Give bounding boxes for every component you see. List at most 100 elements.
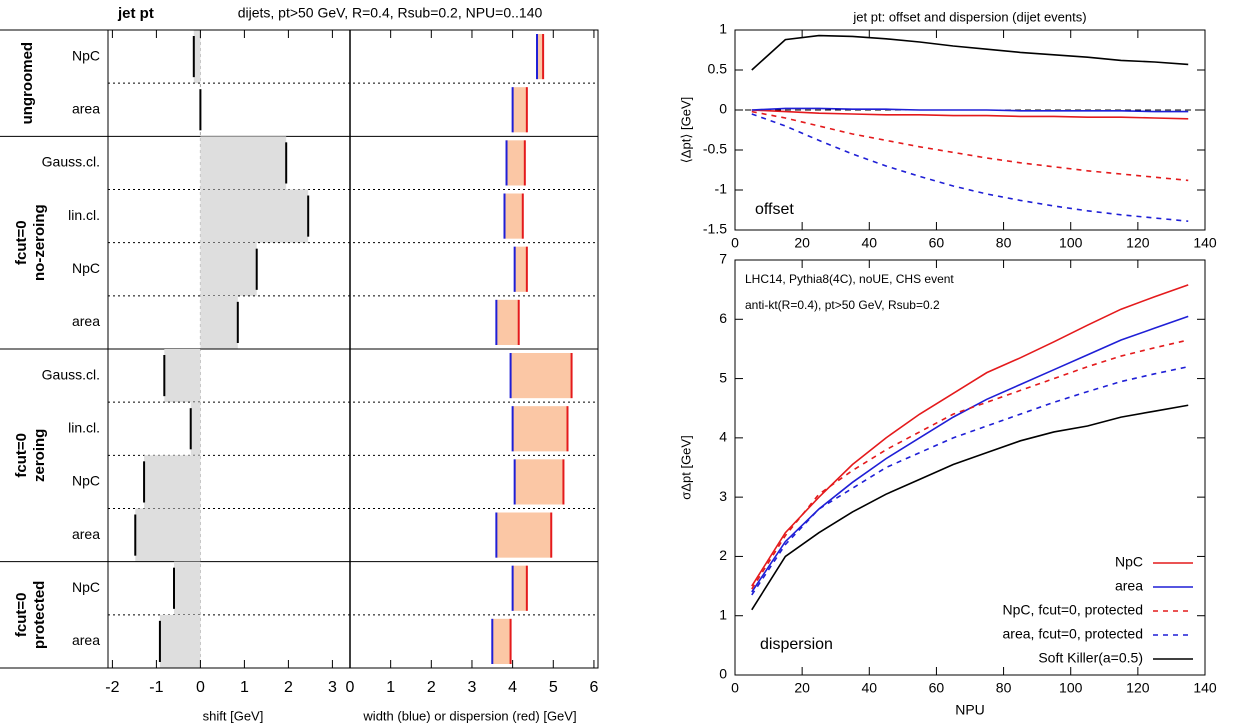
y-tick-label: -0.5 bbox=[703, 141, 727, 157]
x2-tick-label: 5 bbox=[549, 679, 558, 696]
plot-frame bbox=[107, 29, 599, 669]
group-label: protected bbox=[31, 581, 48, 649]
annotation: dispersion bbox=[760, 636, 833, 653]
category-label: area bbox=[72, 526, 100, 542]
y-tick-label: 4 bbox=[719, 429, 727, 445]
width-dispersion-band bbox=[510, 353, 572, 399]
category-label: NpC bbox=[72, 47, 100, 63]
group-label: fcut=0 bbox=[13, 593, 30, 638]
shift-bar bbox=[200, 189, 309, 243]
x2-tick-label: 6 bbox=[589, 679, 598, 696]
note: anti-kt(R=0.4), pt>50 GeV, Rsub=0.2 bbox=[745, 298, 940, 312]
x-tick-label: 3 bbox=[328, 679, 337, 696]
shift-bar bbox=[200, 242, 257, 296]
legend-label: area, fcut=0, protected bbox=[1003, 626, 1143, 642]
series-line bbox=[751, 284, 1189, 587]
width-dispersion-band bbox=[492, 618, 511, 664]
x-tick-label: 60 bbox=[929, 680, 945, 696]
series-line bbox=[751, 107, 1189, 113]
plot-frame bbox=[734, 259, 1206, 676]
annotation: offset bbox=[755, 201, 794, 218]
y-tick-label: 1 bbox=[719, 21, 727, 37]
x-tick-label: 2 bbox=[284, 679, 293, 696]
shift-bar bbox=[174, 561, 201, 615]
x-tick-label: 40 bbox=[861, 235, 877, 251]
shift-bar bbox=[193, 30, 201, 84]
x2-tick-label: 1 bbox=[386, 679, 395, 696]
category-label: area bbox=[72, 313, 100, 329]
x-axis-label: NPU bbox=[955, 702, 985, 718]
category-label: lin.cl. bbox=[68, 419, 100, 435]
x2-tick-label: 2 bbox=[427, 679, 436, 696]
x-tick-label: -1 bbox=[149, 679, 163, 696]
x-tick-label: -2 bbox=[105, 679, 119, 696]
note: LHC14, Pythia8(4C), noUE, CHS event bbox=[745, 272, 954, 286]
width-dispersion-band bbox=[512, 565, 527, 611]
category-label: Gauss.cl. bbox=[42, 366, 100, 382]
width-dispersion-band bbox=[514, 459, 564, 505]
y-tick-label: 0 bbox=[719, 666, 727, 682]
x-axis-label: shift [GeV] bbox=[203, 708, 264, 723]
width-dispersion-band bbox=[537, 34, 544, 80]
shift-bar bbox=[135, 508, 201, 562]
x-tick-label: 120 bbox=[1126, 680, 1150, 696]
width-dispersion-band bbox=[514, 246, 527, 292]
category-label: NpC bbox=[72, 260, 100, 276]
series-line bbox=[751, 315, 1189, 593]
x2-tick-label: 3 bbox=[468, 679, 477, 696]
series-line bbox=[751, 34, 1189, 71]
x2-tick-label: 0 bbox=[346, 679, 355, 696]
chart-title: jet pt: offset and dispersion (dijet eve… bbox=[852, 9, 1086, 24]
width-dispersion-band bbox=[506, 140, 525, 186]
category-label: Gauss.cl. bbox=[42, 154, 100, 170]
shift-bar bbox=[200, 136, 287, 190]
y-axis-label: ⟨Δpt⟩ [GeV] bbox=[678, 97, 693, 164]
shift-bar bbox=[200, 295, 238, 349]
series-line bbox=[751, 109, 1189, 120]
legend-label: Soft Killer(a=0.5) bbox=[1038, 650, 1143, 666]
width-dispersion-band bbox=[504, 193, 523, 239]
y-tick-label: 0 bbox=[719, 101, 727, 117]
x-tick-label: 20 bbox=[794, 680, 810, 696]
y-tick-label: 6 bbox=[719, 310, 727, 326]
x-tick-label: 100 bbox=[1059, 680, 1083, 696]
legend-label: NpC bbox=[1115, 554, 1143, 570]
shift-bar bbox=[159, 614, 201, 668]
y-tick-label: -1.5 bbox=[703, 221, 727, 237]
shift-bar bbox=[164, 349, 201, 403]
category-label: area bbox=[72, 632, 100, 648]
x-tick-label: 120 bbox=[1126, 235, 1150, 251]
x-tick-label: 0 bbox=[196, 679, 205, 696]
series-line bbox=[751, 113, 1189, 222]
x-tick-label: 80 bbox=[996, 680, 1012, 696]
x-tick-label: 40 bbox=[861, 680, 877, 696]
y-tick-label: 3 bbox=[719, 488, 727, 504]
y-tick-label: -1 bbox=[715, 181, 728, 197]
x2-axis-label: width (blue) or dispersion (red) [GeV] bbox=[362, 708, 576, 723]
category-label: NpC bbox=[72, 579, 100, 595]
shift-bar bbox=[144, 455, 201, 509]
category-label: area bbox=[72, 100, 100, 116]
y-tick-label: 5 bbox=[719, 369, 727, 385]
y-axis-label: σΔpt [GeV] bbox=[678, 435, 693, 499]
legend-label: area bbox=[1115, 578, 1143, 594]
category-label: NpC bbox=[72, 473, 100, 489]
category-label: lin.cl. bbox=[68, 207, 100, 223]
width-dispersion-band bbox=[512, 87, 527, 133]
series-line bbox=[751, 110, 1189, 182]
group-label: no-zeroing bbox=[31, 204, 48, 281]
chart-subtitle: dijets, pt>50 GeV, R=0.4, Rsub=0.2, NPU=… bbox=[238, 5, 543, 21]
x-tick-label: 140 bbox=[1193, 680, 1217, 696]
y-tick-label: 1 bbox=[719, 606, 727, 622]
series-line bbox=[751, 404, 1189, 611]
shift-bar bbox=[190, 402, 201, 456]
x-tick-label: 20 bbox=[794, 235, 810, 251]
y-tick-label: 7 bbox=[719, 251, 727, 267]
plot-frame bbox=[734, 29, 1206, 231]
series-line bbox=[751, 339, 1189, 590]
chart-title: jet pt bbox=[117, 5, 154, 22]
y-tick-label: 2 bbox=[719, 547, 727, 563]
group-label: fcut=0 bbox=[13, 220, 30, 265]
x-tick-label: 1 bbox=[240, 679, 249, 696]
